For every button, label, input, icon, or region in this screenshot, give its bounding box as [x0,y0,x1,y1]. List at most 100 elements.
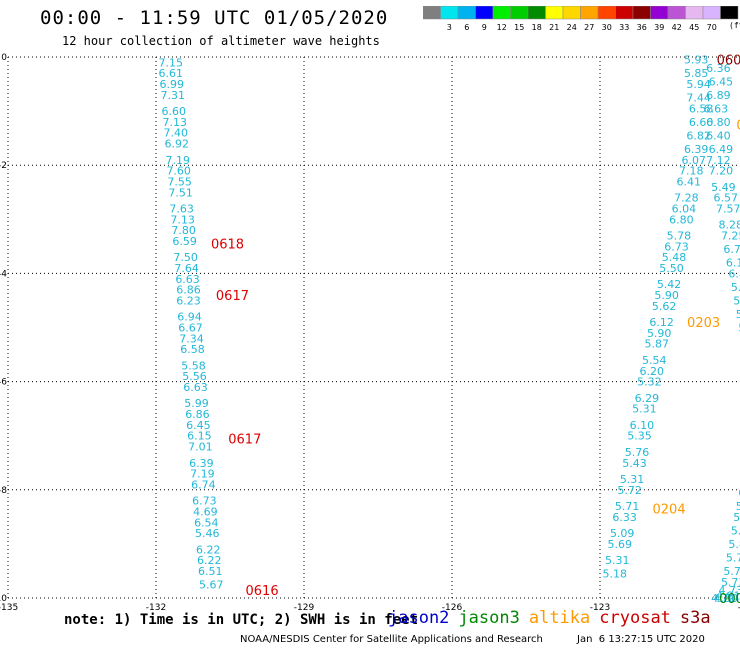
pass-time-label: 0617 [228,432,261,447]
data-point: 5.43 [622,457,647,470]
data-point: 5.35 [627,430,652,443]
data-point: 5.94 [686,78,711,91]
data-point: 5.62 [652,300,677,313]
data-point: 4.70 [711,592,736,605]
data-point: 6.39 [189,457,214,470]
data-point: 6.99 [160,78,185,91]
data-point: 7.31 [161,89,186,102]
color-scale-label: 12 [497,23,507,32]
data-point: 6.22 [197,554,222,567]
data-point: 6.33 [612,511,637,524]
data-point: 6.04 [672,202,697,215]
data-point: 5.87 [728,538,740,551]
data-point: 5.78 [667,230,692,243]
data-point: 6.74 [191,478,216,491]
legend-entry-jason2: jason2 [388,608,450,628]
data-point: 5.73 [721,576,740,589]
data-point: 6.10 [630,419,655,432]
data-point: 6.19 [726,257,740,270]
pass-time-label: 0202 [736,119,740,134]
data-point: 5.50 [659,262,684,275]
color-scale-label: 42 [672,23,682,32]
data-point: 7.57 [716,202,740,215]
pass-time-label: 0607 [717,54,740,69]
data-point: 6.39 [684,143,709,156]
y-tick-label: -6 [0,378,7,388]
pass-time-label: 0204 [653,503,686,518]
pass-time-label: 0203 [687,316,720,331]
data-point: 7.55 [167,175,192,188]
data-point: 6.23 [176,294,201,307]
color-scale-label: 70 [707,23,717,32]
legend-entry-jason3: jason3 [458,608,520,628]
color-scale-label: 30 [602,23,612,32]
color-scale-label: 45 [689,23,699,32]
x-tick-label: -135 [0,603,18,613]
data-point: 5.49 [711,181,736,194]
data-point: 5.90 [654,289,679,302]
data-point: 6.86 [176,284,201,297]
chart-subtitle: 12 hour collection of altimeter wave hei… [62,34,380,48]
data-point: 6.94 [177,311,202,324]
data-point: 6.61 [159,67,184,80]
data-point: 6.63 [183,381,208,394]
data-point: 6.85 [728,267,740,280]
data-point: 5.31 [632,403,657,416]
data-point: 7.01 [188,441,213,454]
legend-entry-altika: altika [528,608,591,628]
pass-time-label: 0617 [216,289,249,304]
y-tick-label: -10 [0,594,7,604]
data-point: 6.29 [635,392,660,405]
color-swatch [720,6,739,20]
data-point: 6.79 [723,243,740,256]
data-point: 6.54 [194,516,219,529]
color-scale-bar: 3 6 9 12 15 18 21 24 27 30 33 36 39 42 45 70 [423,6,739,32]
data-point: 7.64 [174,262,199,275]
x-tick-label: -123 [590,603,610,613]
data-point: 7.25 [721,230,740,243]
data-point: 4.73 [718,584,740,597]
data-point: 5.93 [684,54,709,67]
data-point: 6.49 [709,143,734,156]
data-point: 7.13 [162,116,187,129]
data-point: 6.80 [706,116,731,129]
legend-entry-cryosat: cryosat [599,608,671,628]
data-point: 7.50 [173,251,198,264]
data-point: 7.80 [171,224,196,237]
satellite-legend: jason2 jason3 altika cryosat s3a [388,608,720,628]
data-point: 7.12 [706,154,731,167]
data-point: 5.35 [736,500,740,513]
data-point: 5.85 [684,67,709,80]
data-point: 7.51 [168,186,193,199]
data-point: 6.82 [686,129,711,142]
color-scale-label: 36 [637,23,647,32]
data-point: 6.73 [192,495,217,508]
data-point: 5.66 [733,294,740,307]
data-point: 5.90 [647,327,672,340]
y-tick-label: -4 [0,269,7,279]
data-point: 5.48 [662,251,687,264]
data-point: 5.78 [726,551,740,564]
color-scale-label: 18 [532,23,542,32]
data-point: 6.04 [738,487,740,500]
data-point: 5.56 [182,370,207,383]
data-point: 5.99 [184,397,209,410]
credit-date: Jan 6 13:27:15 UTC 2020 [577,634,705,645]
data-point: 6.07 [681,154,706,167]
data-point: 5.42 [657,278,682,291]
data-point: 5.56 [738,322,740,335]
data-point: 5.72 [617,484,642,497]
pass-time-label: 0000 [719,592,740,607]
data-point: 5.32 [637,376,662,389]
data-point: 7.44 [686,92,711,105]
color-scale-label: 9 [482,23,487,32]
y-tick-label: -8 [0,486,7,496]
data-point: 5.12 [731,524,740,537]
color-scale-label: 15 [514,23,524,32]
data-point: 6.40 [706,129,731,142]
data-point: 5.76 [625,446,650,459]
color-scale-label: 27 [584,23,594,32]
data-point: 7.60 [166,165,191,178]
data-point: 6.80 [669,213,694,226]
